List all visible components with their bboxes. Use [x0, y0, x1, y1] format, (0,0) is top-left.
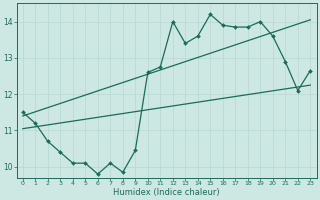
X-axis label: Humidex (Indice chaleur): Humidex (Indice chaleur)	[113, 188, 220, 197]
